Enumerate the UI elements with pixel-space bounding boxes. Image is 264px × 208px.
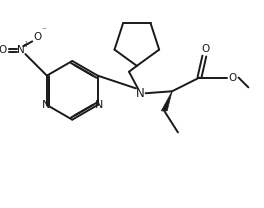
Text: O: O: [229, 73, 237, 83]
Text: N: N: [17, 45, 24, 55]
Text: N: N: [136, 87, 145, 100]
Text: O: O: [201, 44, 209, 54]
Text: ⁻: ⁻: [41, 26, 46, 35]
Text: O: O: [0, 45, 7, 55]
Text: +: +: [22, 40, 29, 49]
Text: N: N: [42, 100, 50, 110]
Polygon shape: [161, 91, 172, 111]
Text: O: O: [33, 31, 41, 42]
Text: N: N: [95, 100, 103, 110]
